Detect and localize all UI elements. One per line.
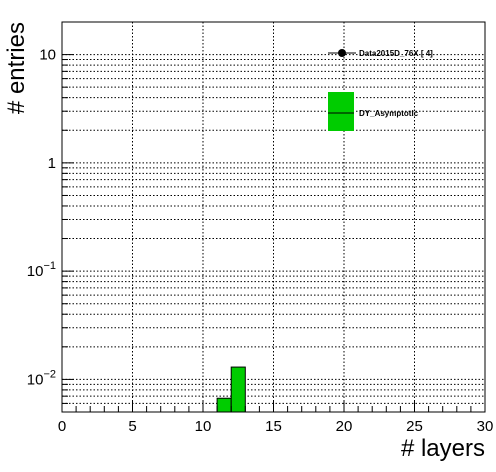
y-tick-label: 10−2: [27, 368, 56, 388]
x-tick-label: 0: [58, 418, 66, 435]
tick-labels: 0 5 10 15 20 25 30 10 1 10−1 10−2: [27, 47, 494, 435]
legend-mc-label: DY_Asymptotic: [359, 109, 419, 118]
plot-frame: [61, 21, 486, 413]
y-tick-label: 10: [39, 47, 56, 64]
legend-mc-box: [328, 92, 354, 131]
legend-data-label: Data2015D_76X [ 4]: [359, 49, 433, 58]
legend-data-marker: [338, 49, 346, 57]
x-axis-title: # layers: [401, 435, 485, 462]
x-tick-label: 20: [336, 418, 353, 435]
y-axis-title: # entries: [3, 22, 30, 114]
x-tick-label: 30: [477, 418, 494, 435]
x-tick-label: 25: [406, 418, 423, 435]
axis-ticks: [61, 21, 486, 413]
histogram-bar: [216, 397, 232, 413]
y-tick-label: 10−1: [27, 260, 56, 280]
grid: [62, 22, 485, 412]
x-tick-label: 15: [265, 418, 282, 435]
x-tick-label: 5: [128, 418, 136, 435]
legend: Data2015D_76X [ 4] DY_Asymptotic: [328, 49, 433, 131]
histogram-bar: [230, 366, 246, 413]
x-tick-label: 10: [195, 418, 212, 435]
histogram-bars: [216, 366, 246, 413]
y-tick-label: 1: [48, 155, 56, 172]
